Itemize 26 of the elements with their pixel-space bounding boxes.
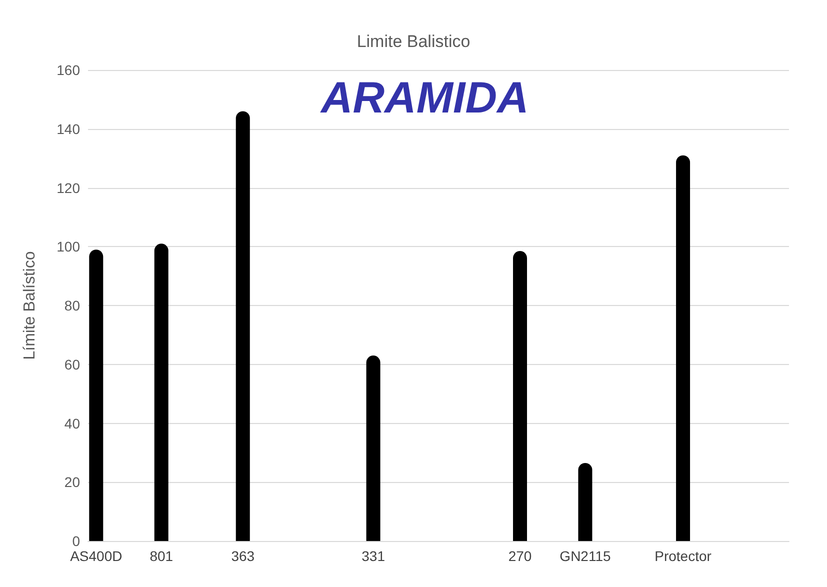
bar	[513, 251, 528, 541]
y-tick-label: 160	[56, 62, 80, 78]
x-tick-label: 363	[231, 548, 255, 564]
y-tick-label: 0	[72, 533, 80, 549]
x-tick-label: 801	[150, 548, 174, 564]
y-tick-label: 140	[56, 120, 80, 137]
chart-title: Limite Balistico	[356, 32, 470, 51]
y-tick-label: 80	[64, 298, 80, 314]
x-tick-label: 331	[362, 548, 386, 564]
x-tick-label: AS400D	[70, 548, 122, 564]
bar	[154, 244, 168, 541]
bar	[578, 462, 592, 541]
bar	[676, 155, 690, 541]
x-tick-label: GN2115	[560, 548, 611, 564]
x-tick-label: Protector	[654, 548, 712, 564]
y-tick-label: 100	[56, 238, 80, 255]
y-tick-label: 120	[56, 180, 80, 196]
y-tick-label: 40	[64, 415, 80, 432]
x-tick-label: 270	[508, 548, 532, 564]
bar	[89, 250, 104, 541]
y-tick-label: 20	[64, 474, 80, 490]
bar	[236, 111, 250, 541]
y-axis-title: Límite Balístico	[22, 251, 38, 360]
annotation: ARAMIDA	[320, 74, 529, 122]
y-tick-label: 60	[64, 356, 80, 372]
bar	[366, 356, 380, 541]
